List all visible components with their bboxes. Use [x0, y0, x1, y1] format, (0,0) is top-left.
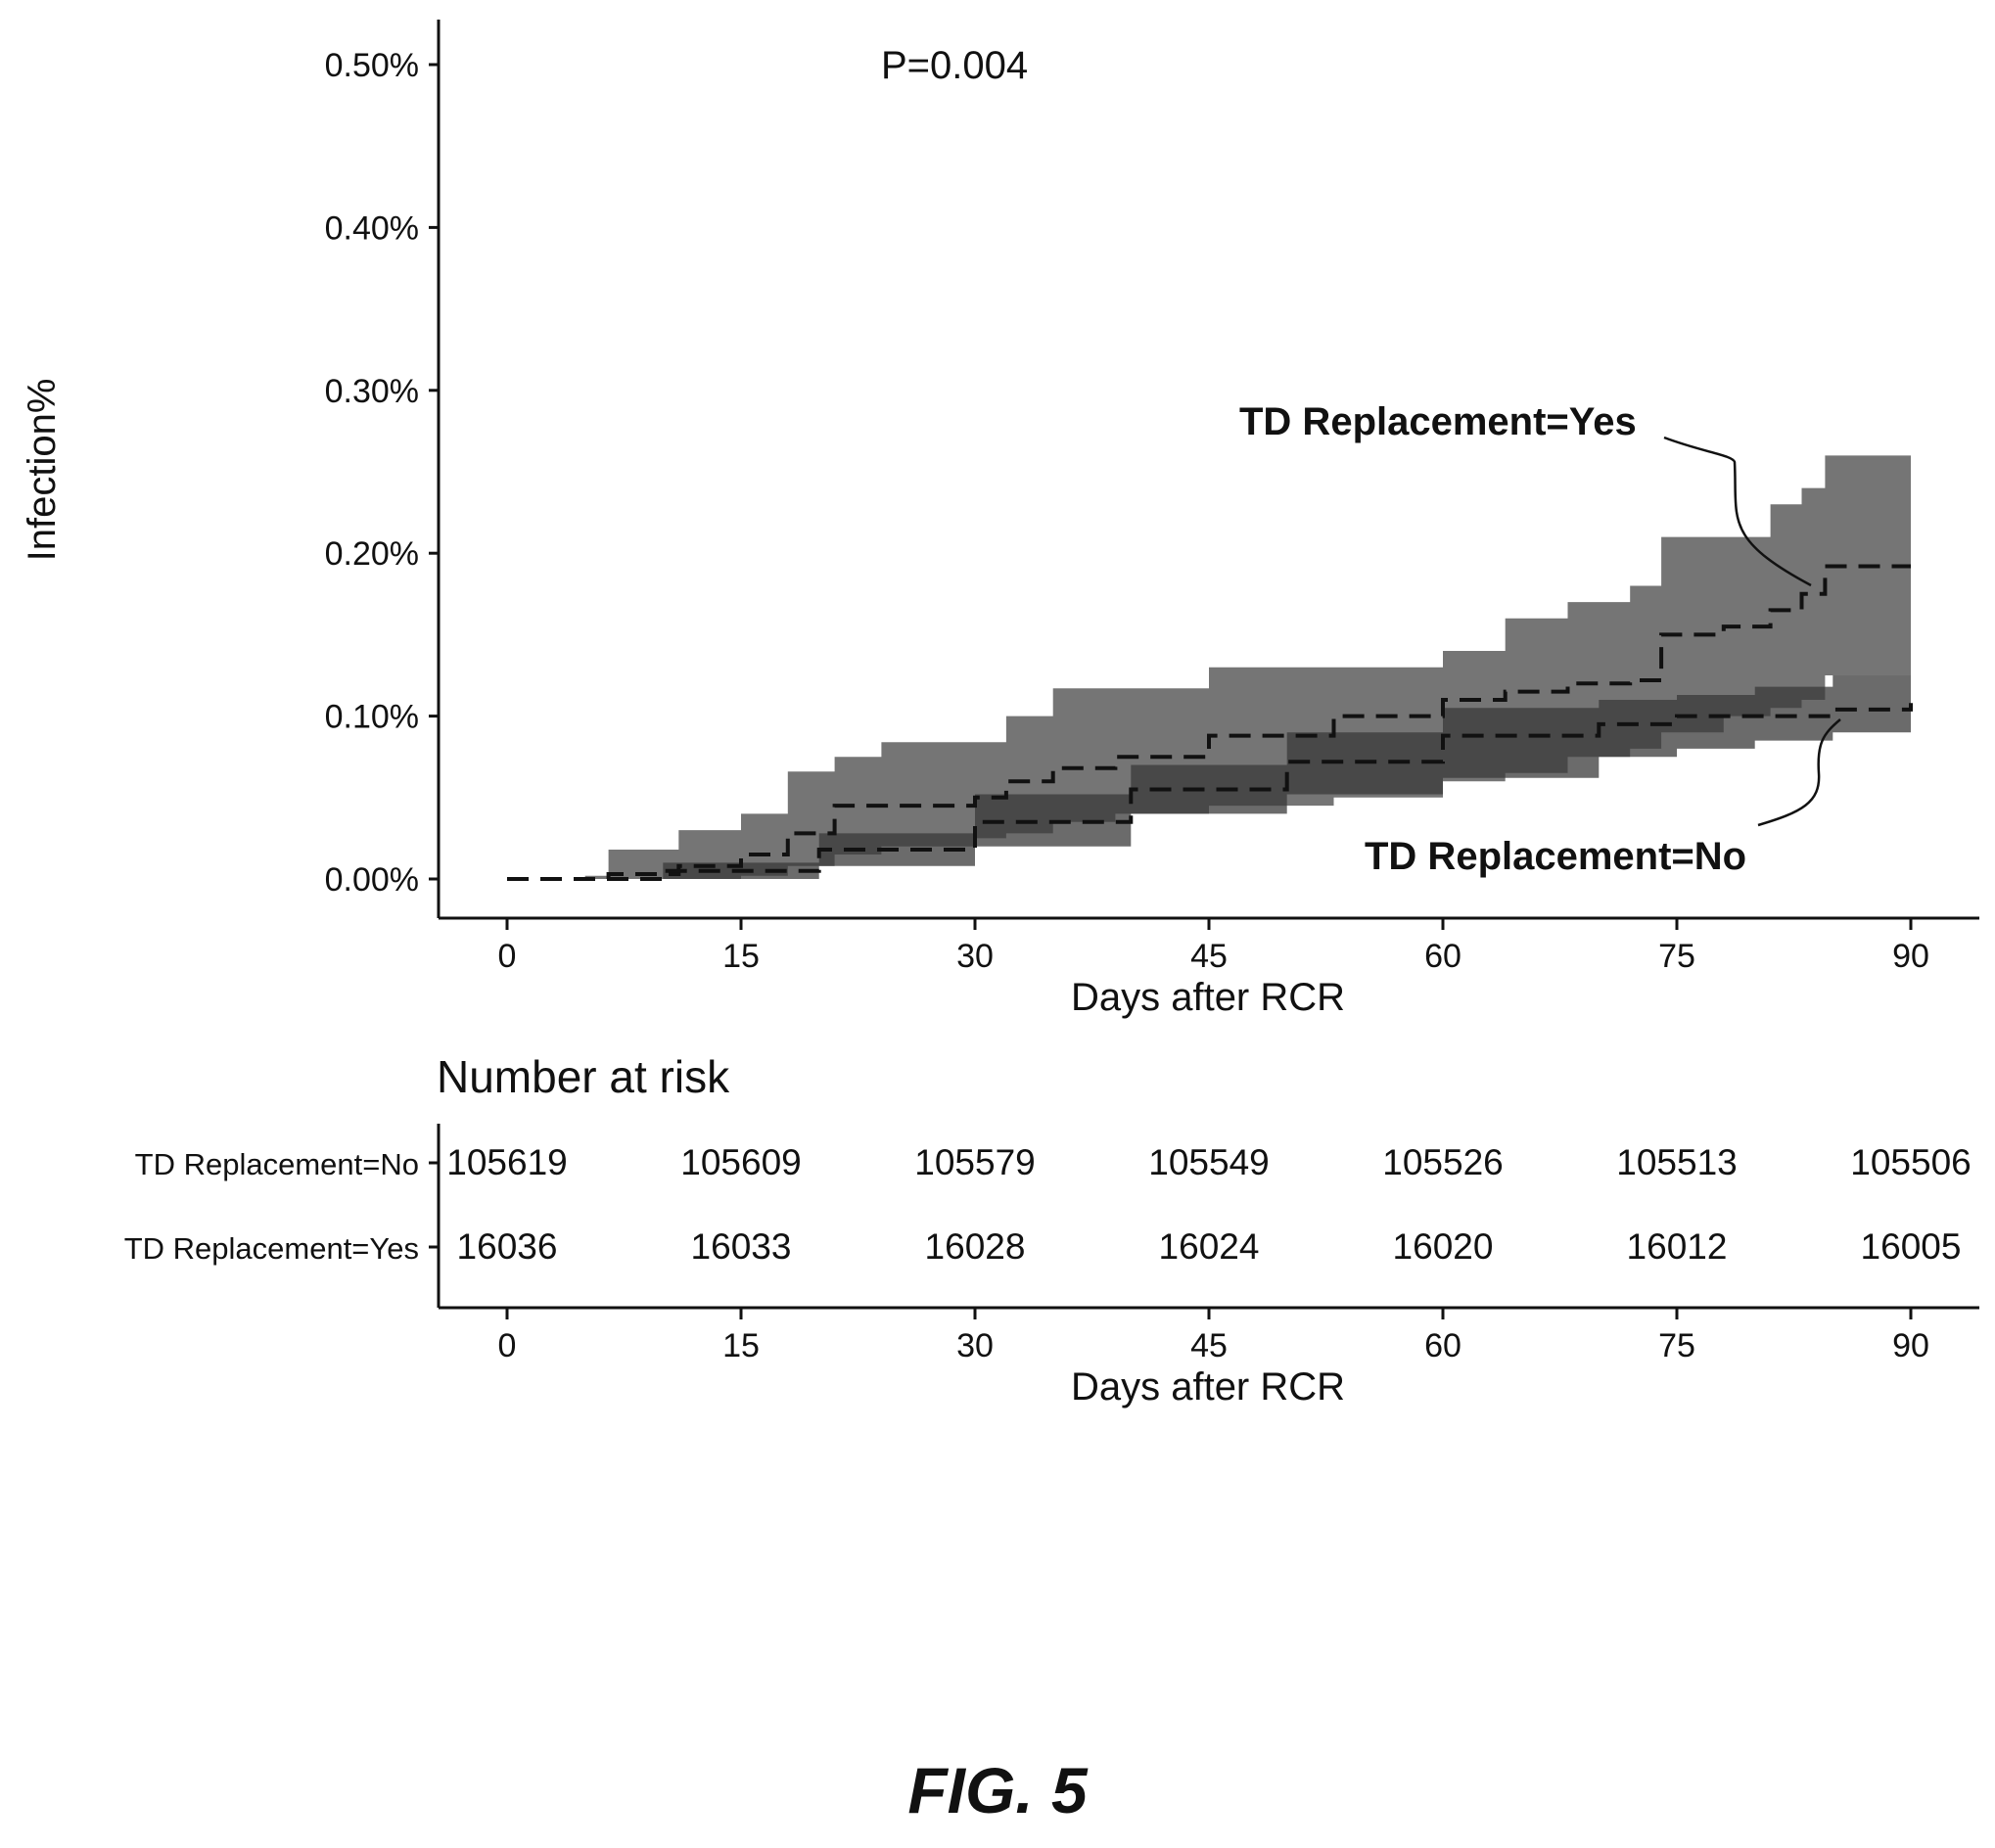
risk-cell: 16020	[1393, 1226, 1494, 1267]
risk-cell: 105526	[1382, 1142, 1503, 1182]
annotation-yes: TD Replacement=Yes	[1239, 400, 1637, 443]
figure-label: FIG. 5	[907, 1754, 1089, 1826]
risk-x-axis-ticks: 0 15 30 45 60 75 90	[498, 1308, 1929, 1364]
risk-x-tick-label: 45	[1190, 1327, 1228, 1364]
confidence-band-yes	[507, 455, 1911, 879]
risk-cell: 105549	[1148, 1142, 1269, 1182]
y-tick-label: 0.50%	[325, 47, 419, 84]
risk-cell: 16024	[1159, 1226, 1260, 1267]
risk-cell: 105513	[1616, 1142, 1737, 1182]
risk-row-label: TD Replacement=Yes	[124, 1231, 419, 1266]
risk-row-label: TD Replacement=No	[135, 1147, 419, 1181]
km-curve-no	[507, 703, 1913, 881]
x-tick-label: 90	[1892, 938, 1929, 975]
risk-x-tick-label: 90	[1892, 1327, 1929, 1364]
x-tick-label: 45	[1190, 938, 1228, 975]
risk-x-tick-label: 75	[1658, 1327, 1695, 1364]
risk-table-title: Number at risk	[437, 1051, 730, 1102]
number-at-risk-table: Number at risk TD Replacement=No 105619 10…	[124, 1051, 1979, 1409]
x-tick-label: 15	[722, 938, 760, 975]
risk-x-tick-label: 0	[498, 1327, 517, 1364]
x-axis-title: Days after RCR	[1071, 976, 1345, 1019]
annotation-no: TD Replacement=No	[1365, 835, 1746, 878]
p-value-annotation: P=0.004	[881, 44, 1028, 87]
risk-x-axis-title: Days after RCR	[1071, 1365, 1345, 1409]
confidence-band-no	[507, 675, 1911, 879]
y-tick-label: 0.40%	[325, 209, 419, 247]
risk-rows: TD Replacement=No 105619 105609 105579 10554…	[124, 1142, 1972, 1267]
risk-x-tick-label: 30	[956, 1327, 994, 1364]
x-tick-label: 0	[498, 938, 517, 975]
risk-cell: 105579	[914, 1142, 1035, 1182]
km-curves	[507, 564, 1913, 881]
y-axis-title: Infection%	[21, 379, 64, 562]
x-tick-label: 75	[1658, 938, 1695, 975]
y-tick-label: 0.00%	[325, 861, 419, 899]
x-tick-label: 60	[1424, 938, 1461, 975]
y-tick-label: 0.10%	[325, 699, 419, 736]
risk-cell: 16028	[925, 1226, 1026, 1267]
leader-line-no	[1757, 718, 1841, 827]
risk-cell: 105619	[446, 1142, 567, 1182]
y-tick-label: 0.20%	[325, 535, 419, 573]
x-tick-label: 30	[956, 938, 994, 975]
risk-cell: 16005	[1861, 1226, 1962, 1267]
confidence-bands	[507, 455, 1911, 879]
risk-cell: 16033	[691, 1226, 792, 1267]
x-axis-ticks: 0 15 30 45 60 75 90	[498, 918, 1929, 975]
risk-cell: 105609	[680, 1142, 801, 1182]
risk-cell: 105506	[1850, 1142, 1971, 1182]
y-axis-ticks: 0.00% 0.10% 0.20% 0.30% 0.40% 0.50%	[325, 47, 439, 899]
leader-line-yes	[1663, 436, 1812, 587]
risk-x-tick-label: 60	[1424, 1327, 1461, 1364]
risk-cell: 16012	[1627, 1226, 1728, 1267]
y-tick-label: 0.30%	[325, 373, 419, 410]
risk-x-tick-label: 15	[722, 1327, 760, 1364]
risk-cell: 16036	[457, 1226, 558, 1267]
km-plot: 0.00% 0.10% 0.20% 0.30% 0.40% 0.50% 0 15 30 45 60…	[21, 20, 1979, 1019]
km-curve-yes	[507, 564, 1911, 881]
